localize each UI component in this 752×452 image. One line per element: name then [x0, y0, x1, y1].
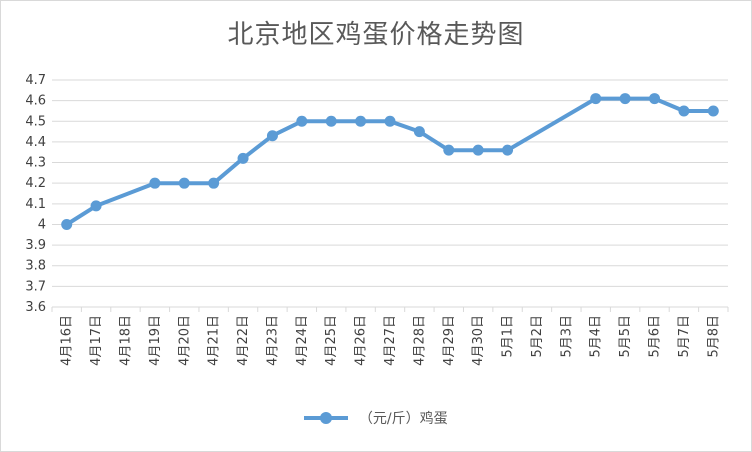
y-tick-label: 4.7 — [25, 73, 46, 88]
legend-series-marker — [304, 411, 349, 425]
x-tick-label: 4月16日 — [60, 315, 75, 366]
x-tick-label: 4月20日 — [177, 315, 192, 366]
y-tick-label: 4.1 — [25, 197, 46, 212]
x-tick-label: 4月27日 — [383, 315, 398, 366]
y-tick-label: 3.9 — [25, 238, 46, 253]
data-point — [90, 200, 102, 212]
data-point — [413, 126, 425, 138]
data-point — [590, 93, 602, 105]
x-tick-label: 5月6日 — [648, 315, 663, 358]
x-tick-label: 5月8日 — [706, 315, 721, 358]
x-tick-label: 5月4日 — [589, 315, 604, 358]
y-tick-label: 3.6 — [25, 300, 46, 315]
x-tick-label: 5月5日 — [618, 315, 633, 358]
legend-series-label: （元/斤）鸡蛋 — [358, 411, 448, 427]
data-point — [678, 105, 690, 117]
x-tick-label: 5月2日 — [530, 315, 545, 358]
chart-title: 北京地区鸡蛋价格走势图 — [227, 20, 525, 50]
x-tick-label: 4月26日 — [354, 315, 369, 366]
line-chart: 3.6 3.7 3.8 3.9 4 4.1 4.2 4.3 4.4 4.5 4.6 4.7 4月16日 4… — [25, 73, 729, 366]
data-point — [178, 177, 190, 189]
x-tick-label: 4月25日 — [324, 315, 339, 366]
x-tick-label: 4月17日 — [89, 315, 104, 366]
x-tick-label: 5月1日 — [501, 315, 516, 358]
y-tick-label: 3.8 — [25, 259, 46, 274]
data-point — [266, 130, 278, 142]
data-point — [707, 105, 719, 117]
data-point — [443, 144, 455, 156]
x-tick-label: 4月21日 — [207, 315, 222, 366]
y-tick-label: 4.6 — [25, 94, 46, 109]
data-point — [619, 93, 631, 105]
y-tick-label: 4.4 — [25, 135, 46, 150]
data-point — [649, 93, 661, 105]
data-point — [296, 115, 308, 127]
x-tick-label: 4月30日 — [471, 315, 486, 366]
data-point — [355, 115, 367, 127]
x-tick-label: 4月18日 — [118, 315, 133, 366]
data-point — [325, 115, 337, 127]
data-point — [149, 177, 161, 189]
data-point — [502, 144, 514, 156]
legend: （元/斤）鸡蛋 — [0, 408, 752, 428]
data-point — [384, 115, 396, 127]
y-tick-label: 3.7 — [25, 279, 46, 294]
x-tick-label: 4月23日 — [265, 315, 280, 366]
data-point — [237, 152, 249, 164]
x-tick-label: 5月7日 — [677, 315, 692, 358]
y-tick-label: 4.2 — [25, 176, 46, 191]
data-point — [472, 144, 484, 156]
y-tick-label: 4 — [38, 217, 46, 232]
x-tick-label: 4月19日 — [148, 315, 163, 366]
x-tick-label: 4月29日 — [442, 315, 457, 366]
data-point — [61, 218, 73, 230]
x-tick-label: 4月28日 — [412, 315, 427, 366]
data-point — [208, 177, 220, 189]
x-tick-label: 4月22日 — [236, 315, 251, 366]
x-tick-label: 4月24日 — [295, 315, 310, 366]
y-tick-label: 4.5 — [25, 114, 46, 129]
x-tick-label: 5月3日 — [559, 315, 574, 358]
y-tick-label: 4.3 — [25, 156, 46, 171]
